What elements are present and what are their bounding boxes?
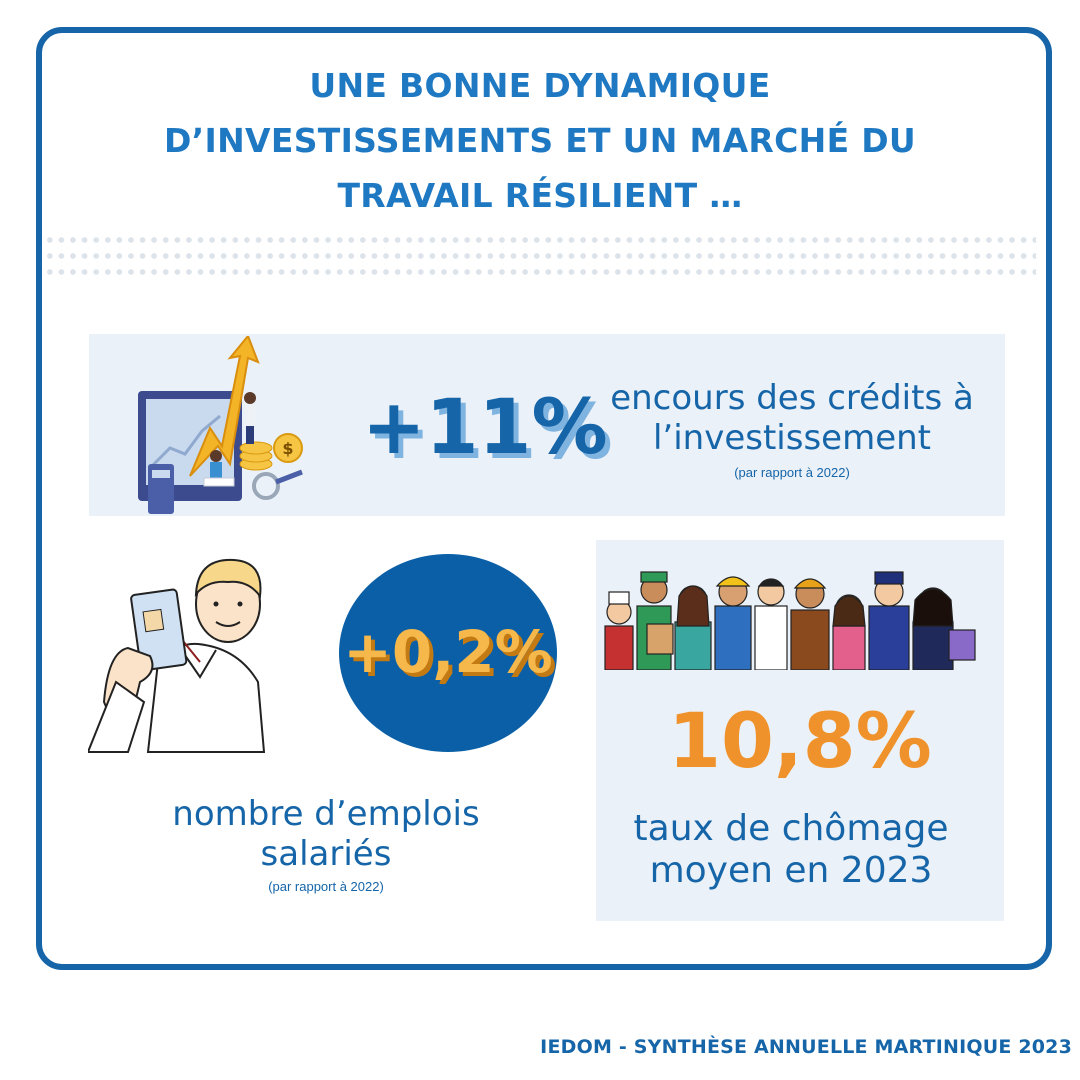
credits-note: (par rapport à 2022) [734,465,850,480]
credits-label: encours des crédits à l’investissement [600,378,984,458]
unemployment-label-line-2: moyen en 2023 [649,850,933,891]
jobs-value-circle [339,554,557,752]
page-title: UNE BONNE DYNAMIQUE D’INVESTISSEMENTS ET… [80,58,1000,223]
title-line-3: TRAVAIL RÉSILIENT … [337,176,743,215]
title-line-1: UNE BONNE DYNAMIQUE [309,66,771,105]
credits-value: +11% [362,382,608,471]
jobs-value: +0,2% [343,618,553,686]
unemployment-label: taux de chômage moyen en 2023 [596,808,986,892]
jobs-label: nombre d’emplois salariés [130,794,522,874]
workers-group-illustration [604,571,976,670]
unemployment-value: 10,8% [668,696,932,785]
dotted-divider-top [44,236,1036,244]
dotted-divider-bottom [44,268,1036,276]
jobs-note: (par rapport à 2022) [268,879,384,894]
svg-text:$: $ [282,439,293,458]
employee-badge-illustration [88,558,266,753]
unemployment-label-line-1: taux de chômage [633,808,949,849]
credits-label-line-2: l’investissement [652,418,932,458]
credits-label-line-1: encours des crédits à [610,378,974,418]
footer-source: IEDOM - SYNTHÈSE ANNUELLE MARTINIQUE 202… [540,1036,1072,1058]
title-line-2: D’INVESTISSEMENTS ET UN MARCHÉ DU [163,121,916,160]
investment-growth-illustration: $ [138,336,303,514]
dotted-divider-middle [44,252,1036,260]
jobs-label-line-1: nombre d’emplois [172,794,480,834]
jobs-label-line-2: salariés [260,834,392,874]
